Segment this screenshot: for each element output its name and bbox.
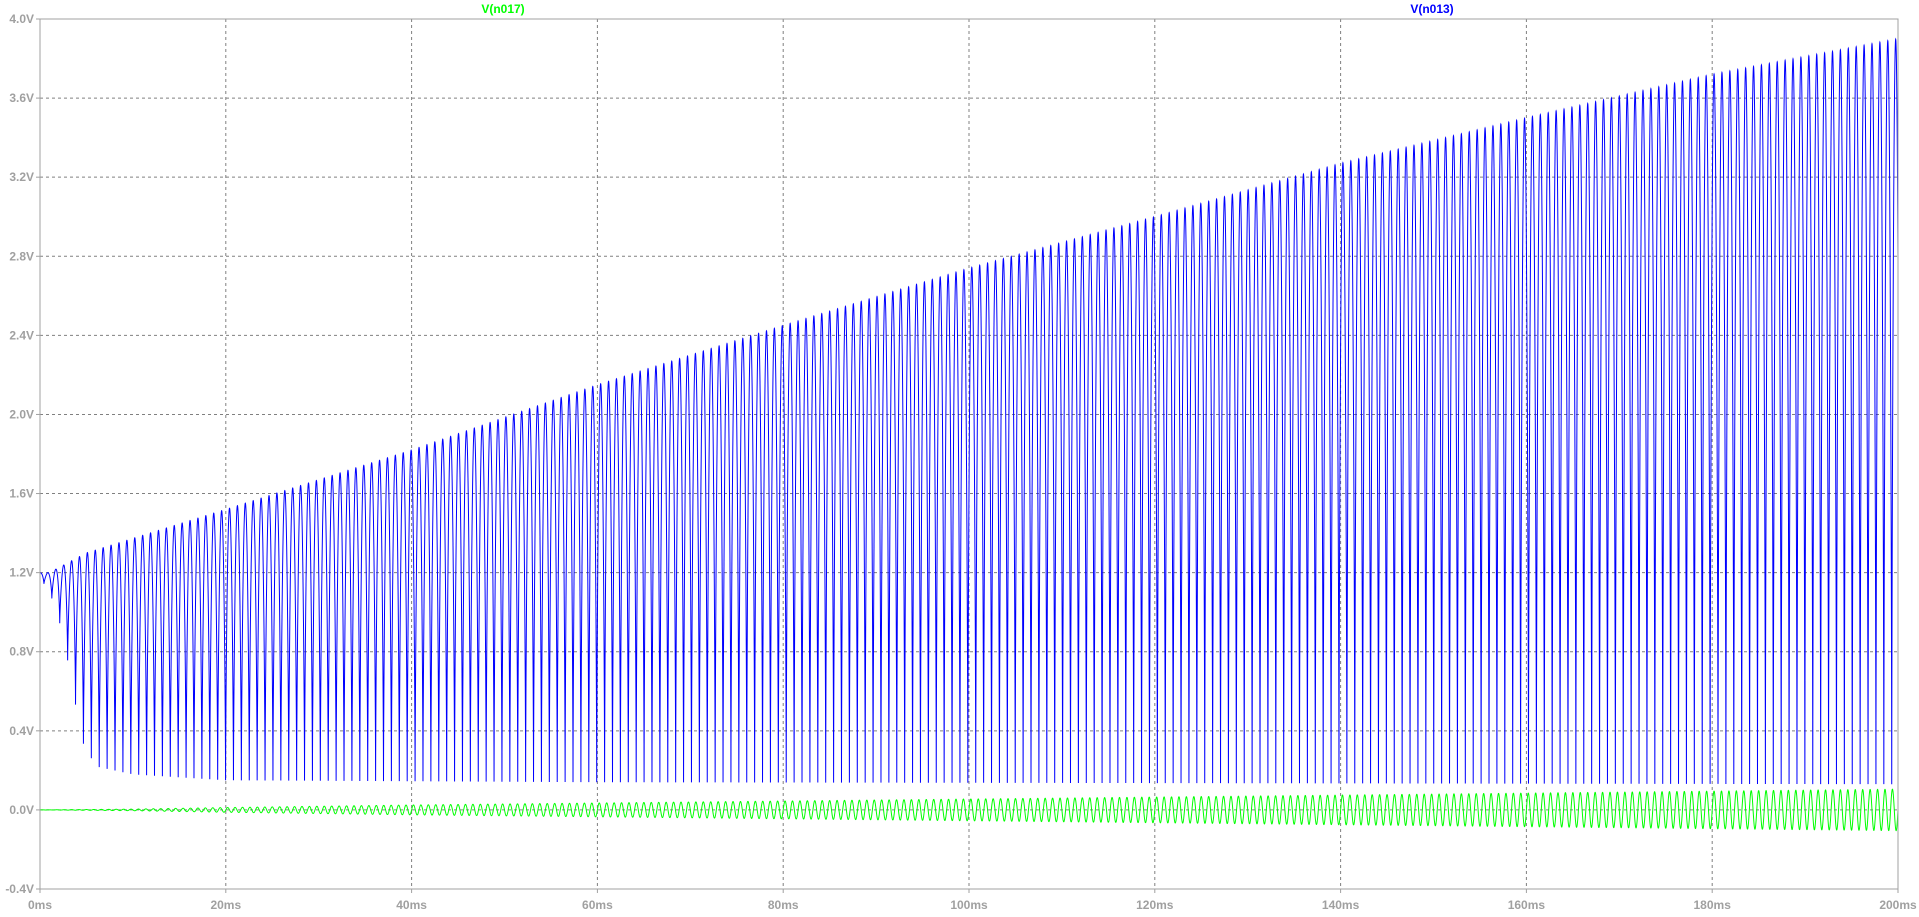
series-line-vn013: [40, 37, 1899, 785]
legend: V(n017) V(n013): [481, 2, 1453, 16]
x-tick-label: 100ms: [950, 898, 988, 912]
series-line-vn017: [40, 788, 1899, 832]
y-tick-label: 4.0V: [9, 12, 34, 26]
y-tick-label: 1.6V: [9, 487, 34, 501]
x-tick-label: 40ms: [396, 898, 427, 912]
plot-frame: [39, 18, 1899, 890]
tick-labels: 0ms 20ms 40ms 60ms 80ms 100ms 120ms 140ms 160ms 1…: [5, 12, 1917, 912]
series: [40, 37, 1899, 832]
y-tick-label: 2.4V: [9, 328, 34, 342]
y-tick-label: 2.8V: [9, 249, 34, 263]
x-tick-label: 140ms: [1322, 898, 1360, 912]
x-tick-label: 120ms: [1136, 898, 1174, 912]
y-tick-label: 0.8V: [9, 645, 34, 659]
y-tick-label: 1.2V: [9, 566, 34, 580]
x-tick-label: 160ms: [1508, 898, 1546, 912]
y-tick-label: 0.4V: [9, 724, 34, 738]
x-tick-label: 200ms: [1879, 898, 1917, 912]
y-tick-label: 2.0V: [9, 407, 34, 421]
y-tick-label: -0.4V: [5, 882, 34, 896]
y-tick-label: 0.0V: [9, 803, 34, 817]
y-tick-label: 3.2V: [9, 170, 34, 184]
x-tick-label: 80ms: [768, 898, 799, 912]
y-tick-label: 3.6V: [9, 91, 34, 105]
legend-label[interactable]: V(n013): [1410, 2, 1453, 16]
x-tick-label: 0ms: [28, 898, 52, 912]
x-tick-label: 60ms: [582, 898, 613, 912]
legend-label[interactable]: V(n017): [481, 2, 524, 16]
x-tick-label: 180ms: [1694, 898, 1732, 912]
x-tick-label: 20ms: [210, 898, 241, 912]
